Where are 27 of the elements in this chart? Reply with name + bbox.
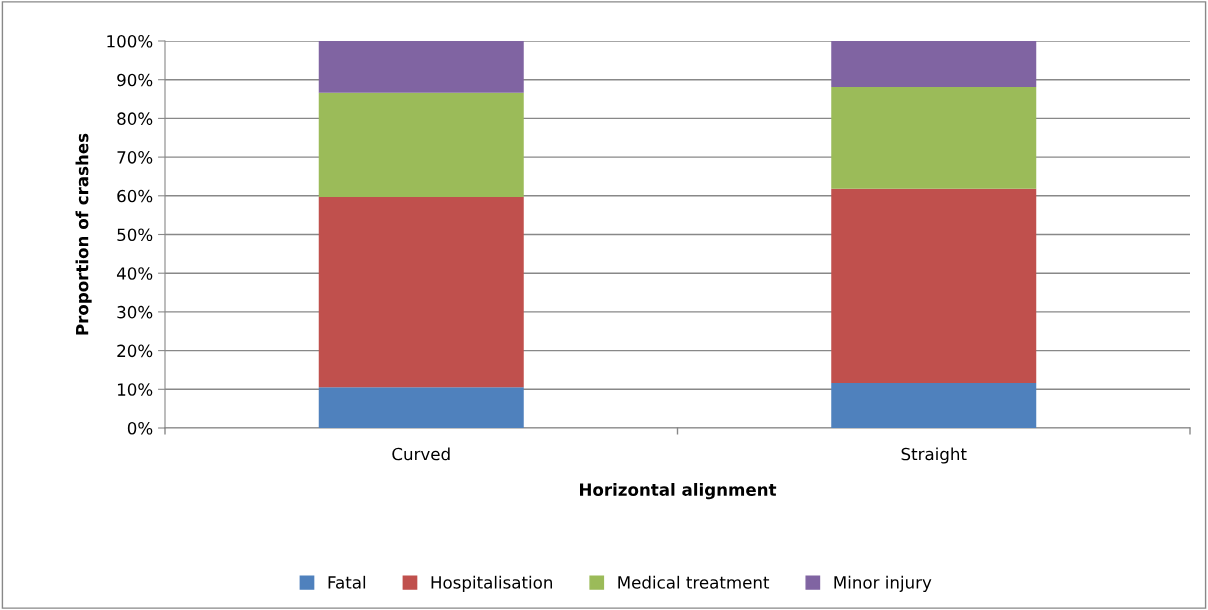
bar xyxy=(831,383,1037,428)
x-tick-label: Curved xyxy=(392,447,450,461)
y-tick-label: 0% xyxy=(127,421,153,435)
x-tick-label: Straight xyxy=(901,447,967,464)
legend-label: Medical treatment xyxy=(618,575,770,589)
y-tick-label: 80% xyxy=(117,112,153,125)
y-tick-label: 40% xyxy=(116,267,153,280)
y-axis-title: Proportion of crashes xyxy=(75,133,92,335)
bar xyxy=(831,41,1037,88)
legend-label: Hospitalisation xyxy=(431,575,552,592)
bar xyxy=(831,188,1037,384)
bar xyxy=(831,87,1037,189)
bar xyxy=(318,41,524,93)
bar xyxy=(318,387,524,428)
y-tick-label: 50% xyxy=(117,228,153,242)
legend-label: Fatal xyxy=(328,575,366,589)
x-axis-title: Horizontal alignment xyxy=(580,483,777,500)
y-tick-label: 10% xyxy=(117,383,153,396)
y-tick-label: 90% xyxy=(117,73,153,87)
y-tick-label: 30% xyxy=(117,305,153,319)
y-tick-label: 100% xyxy=(107,34,153,48)
bar xyxy=(318,92,524,197)
y-tick-label: 70% xyxy=(117,151,153,164)
bar xyxy=(318,196,524,388)
y-tick-label: 60% xyxy=(117,189,153,203)
legend-label: Minor injury xyxy=(834,575,932,592)
y-tick-label: 20% xyxy=(117,344,153,358)
